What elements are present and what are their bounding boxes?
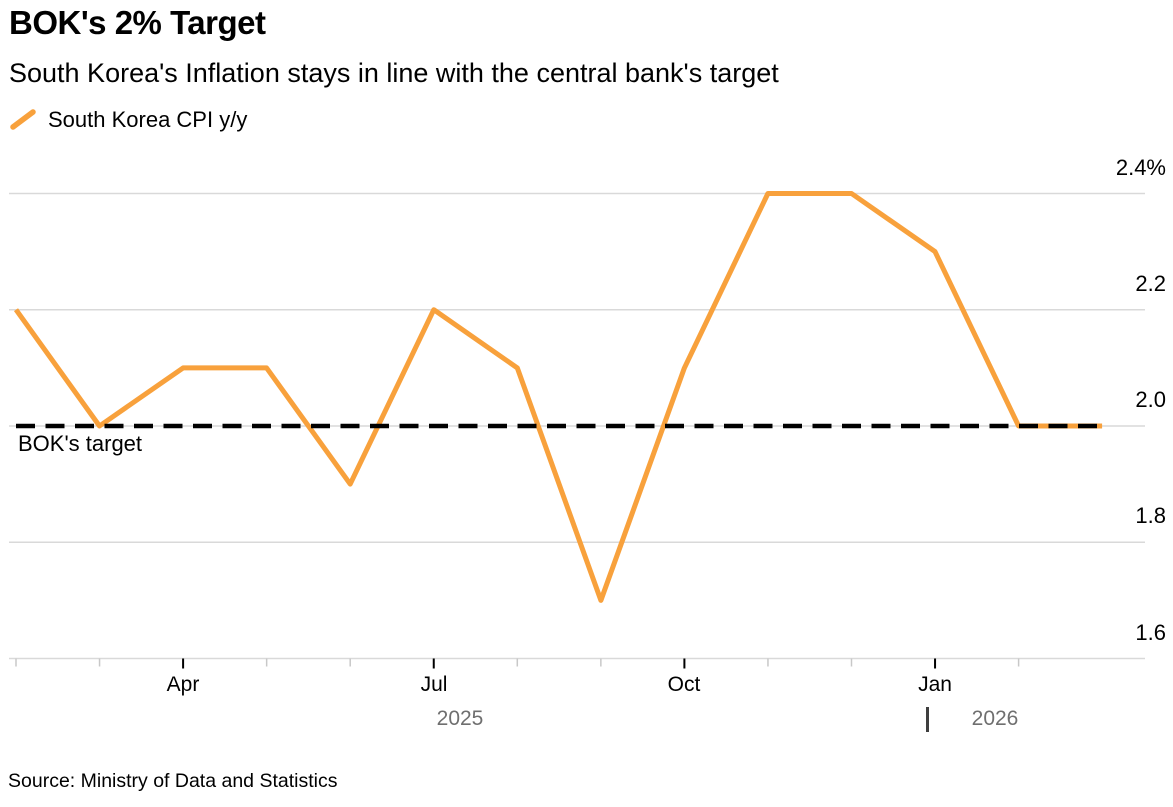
y-axis-label-1-6: 1.6 [1135, 620, 1166, 645]
x-axis-label-apr: Apr [166, 673, 200, 696]
year-divider-bar [926, 707, 929, 732]
chart-title: BOK's 2% Target [9, 4, 266, 41]
y-axis-label-2-0: 2.0 [1135, 387, 1166, 412]
year-label-2026: 2026 [971, 707, 1019, 730]
year-label-2025: 2025 [436, 707, 484, 730]
x-axis-label-jul: Jul [420, 673, 448, 696]
target-line-label: BOK's target [18, 431, 143, 456]
x-axis-label-jan: Jan [918, 673, 952, 696]
x-axis-label-oct: Oct [667, 673, 701, 696]
cpi-series-line [13, 191, 1103, 603]
chart-subtitle: South Korea's Inflation stays in line wi… [9, 58, 779, 88]
y-axis-label-2-2: 2.2 [1135, 271, 1166, 296]
legend: South Korea CPI y/y [9, 107, 247, 133]
y-axis-label-2-4: 2.4% [1115, 155, 1166, 180]
y-axis-label-1-8: 1.8 [1135, 503, 1166, 528]
legend-line-icon [10, 109, 36, 130]
source-text: Source: Ministry of Data and Statistics [8, 770, 338, 792]
legend-label: South Korea CPI y/y [48, 107, 248, 132]
